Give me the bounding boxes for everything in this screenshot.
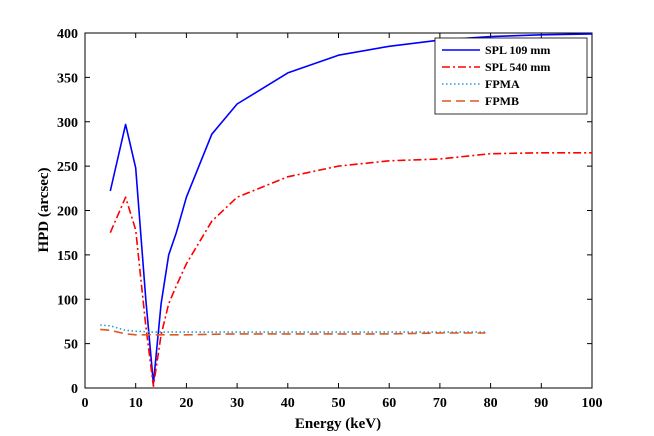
y-axis-title: HPD (arcsec) (36, 167, 52, 252)
x-tick-label: 80 (484, 396, 498, 411)
x-tick-label: 0 (82, 396, 89, 411)
x-tick-label: 40 (281, 396, 295, 411)
x-tick-label: 90 (534, 396, 548, 411)
axis-ticks: 0 10 20 30 40 50 60 70 80 90 100 0 50 100 150 200 250 300… (57, 27, 603, 411)
x-tick-label: 20 (179, 396, 193, 411)
x-tick-label: 60 (382, 396, 396, 411)
series-line-spl-540-mm (109, 152, 592, 388)
series-line-fpmb (100, 328, 486, 336)
y-tick-label: 200 (57, 205, 78, 220)
x-tick-label: 100 (582, 396, 603, 411)
legend-label: FPMA (485, 77, 520, 91)
x-tick-label: 30 (230, 396, 244, 411)
y-tick-label: 300 (57, 116, 78, 131)
x-axis-title: Energy (keV) (295, 416, 381, 432)
y-tick-label: 100 (57, 293, 78, 308)
x-tick-label: 10 (129, 396, 143, 411)
y-tick-label: 400 (57, 27, 78, 42)
y-tick-label: 350 (57, 71, 78, 86)
legend-label: FPMB (485, 94, 519, 108)
legend-label: SPL 540 mm (485, 60, 550, 74)
x-tick-label: 70 (433, 396, 447, 411)
y-tick-label: 250 (57, 160, 78, 175)
legend-label: SPL 109 mm (485, 43, 550, 57)
legend: SPL 109 mm SPL 540 mm FPMA FPMB (434, 37, 588, 115)
y-tick-label: 150 (57, 249, 78, 264)
y-tick-label: 50 (64, 338, 78, 353)
x-tick-label: 50 (332, 396, 346, 411)
y-tick-label: 0 (71, 382, 78, 397)
